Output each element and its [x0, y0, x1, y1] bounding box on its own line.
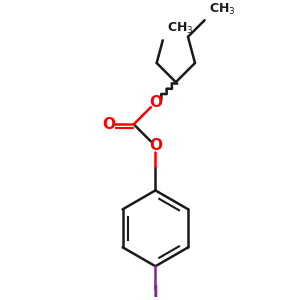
- Text: CH$_3$: CH$_3$: [167, 21, 194, 36]
- Text: CH$_3$: CH$_3$: [209, 2, 236, 16]
- Text: O: O: [149, 95, 162, 110]
- Text: I: I: [153, 285, 158, 300]
- Text: O: O: [102, 117, 115, 132]
- Text: O: O: [149, 139, 162, 154]
